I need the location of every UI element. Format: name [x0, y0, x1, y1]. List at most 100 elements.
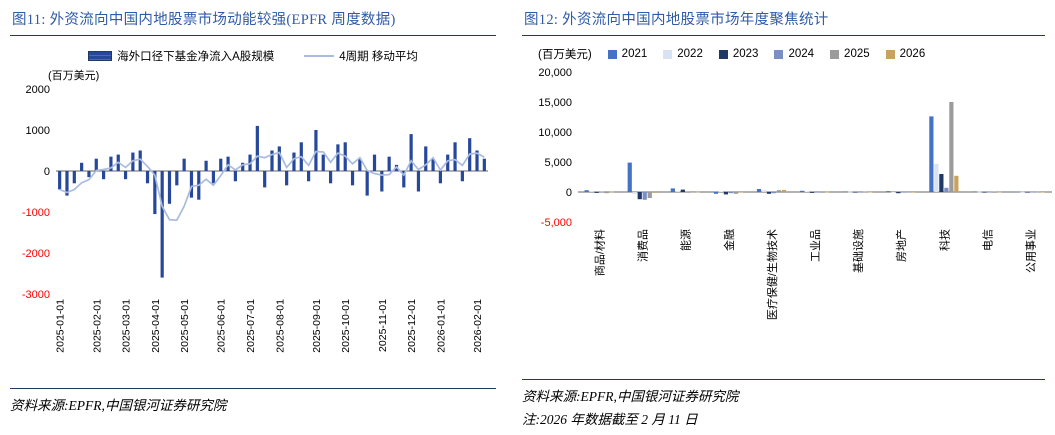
- figure12-bottom-rule: [522, 379, 1045, 380]
- figure12-legend-items: 2021 2022 2023 2024 2025 2026: [607, 48, 925, 60]
- bar: [431, 158, 435, 171]
- legend-label: 2022: [677, 48, 703, 60]
- y-tick-label: 0: [566, 187, 572, 199]
- bar: [771, 192, 777, 194]
- bar-series-2021: [584, 116, 1020, 194]
- bar: [402, 171, 406, 188]
- category-label: 公用事业: [1025, 229, 1038, 273]
- bar: [292, 152, 296, 171]
- figure12-unit-label: (百万美元): [538, 49, 592, 61]
- bar: [800, 190, 805, 192]
- y-tick-label: 2000: [26, 84, 50, 96]
- bar: [314, 130, 318, 171]
- bar: [1015, 191, 1020, 193]
- bar: [723, 192, 729, 195]
- x-tick-label: 2025-03-01: [121, 299, 133, 353]
- bar: [58, 171, 62, 190]
- bar: [321, 154, 325, 171]
- bar: [475, 150, 479, 171]
- legend-item-moving-average: 4周期 移动平均: [304, 48, 418, 64]
- bar-series-2023: [594, 174, 1030, 200]
- bar: [843, 191, 848, 192]
- bar: [167, 171, 172, 204]
- bar: [820, 191, 825, 192]
- bar: [350, 171, 355, 186]
- bar: [637, 192, 642, 200]
- bar: [949, 102, 954, 192]
- bar: [1030, 191, 1035, 193]
- x-axis-labels: 2025-01-01 2025-02-01 2025-03-01 2025-04-01…: [55, 299, 484, 353]
- bar: [145, 171, 150, 184]
- bar: [1025, 192, 1030, 193]
- bar: [609, 191, 614, 193]
- bar: [138, 150, 142, 171]
- bar: [175, 171, 179, 186]
- bar: [372, 154, 377, 171]
- figure11-title-rule: [10, 35, 496, 36]
- legend-label: 海外口径下基金净流入A股规模: [117, 51, 275, 63]
- legend-label: 2021: [621, 48, 648, 60]
- x-tick-label: 2025-09-01: [311, 299, 323, 353]
- figure11-source-block: 资料来源:EPFR,中国银河证券研究院: [10, 389, 496, 431]
- bar: [1040, 191, 1045, 193]
- bar: [380, 171, 384, 192]
- bar: [1020, 191, 1025, 193]
- bar: [204, 160, 208, 171]
- legend-item-2022: 2022: [663, 48, 703, 60]
- legend-swatch-icon: [718, 49, 728, 59]
- bar: [652, 192, 657, 193]
- bar: [594, 192, 599, 193]
- x-tick-label: 2025-07-01: [245, 299, 257, 353]
- bar: [189, 171, 194, 198]
- figure12-grouped-bar-chart: 20,000 15,000 10,000 5,000 0 -5,000 商品/材料 消费品 能源…: [538, 67, 1052, 320]
- bar: [424, 146, 428, 171]
- y-axis-labels: 20,000 15,000 10,000 5,000 0 -5,000: [538, 67, 572, 229]
- figure12-source-block: 资料来源:EPFR,中国银河证券研究院 注:2026 年数据截至 2 月 11 …: [522, 380, 1045, 431]
- net-inflow-bar-series: [58, 125, 486, 278]
- bar: [438, 171, 443, 184]
- bar: [670, 188, 675, 192]
- legend-swatch-icon: [885, 49, 895, 59]
- bar: [992, 191, 997, 192]
- bar: [255, 125, 259, 171]
- legend-label: 2025: [844, 48, 870, 60]
- bar: [977, 191, 982, 193]
- line-series-swatch-icon: [304, 55, 335, 57]
- bar: [460, 171, 464, 182]
- bar: [584, 190, 589, 192]
- bar: [886, 191, 891, 192]
- bar: [1035, 191, 1040, 193]
- bar: [695, 191, 700, 193]
- figure12-panel: 图12: 外资流向中国内地股票市场年度聚焦统计 (百万美元) 2021 2022 2…: [522, 6, 1052, 431]
- bar: [627, 162, 632, 192]
- bar: [868, 191, 873, 193]
- x-axis-labels: 商品/材料 消费品 能源 金融 医疗保健/生物技术 工业品 基础设施 房地产 科技 电信 公用事业: [593, 229, 1038, 320]
- bar: [241, 162, 245, 171]
- category-label: 科技: [937, 229, 951, 251]
- figure11-unit-label: (百万美元): [48, 70, 100, 82]
- x-tick-label: 2025-02-01: [91, 299, 103, 353]
- category-label: 金融: [722, 229, 736, 251]
- bar: [934, 163, 939, 192]
- bar: [642, 192, 647, 200]
- category-label: 基础设施: [852, 229, 865, 273]
- bar: [647, 192, 652, 198]
- category-label: 消费品: [636, 229, 650, 262]
- figure12-title-rule: [522, 35, 1045, 36]
- bar: [713, 192, 719, 194]
- bar: [101, 171, 106, 180]
- bar: [906, 192, 911, 193]
- x-tick-label: 2025-06-01: [216, 299, 228, 353]
- bar: [233, 171, 237, 182]
- bar: [776, 190, 782, 192]
- category-label: 商品/材料: [593, 229, 607, 276]
- x-tick-label: 2025-01-01: [55, 299, 67, 353]
- x-tick-label: 2025-12-01: [406, 299, 418, 353]
- bar: [109, 156, 113, 171]
- y-axis-labels: 2000 1000 0 -1000 -2000 -3000: [22, 84, 50, 301]
- bar: [848, 191, 853, 193]
- bar: [211, 171, 216, 184]
- legend-swatch-icon: [663, 49, 673, 59]
